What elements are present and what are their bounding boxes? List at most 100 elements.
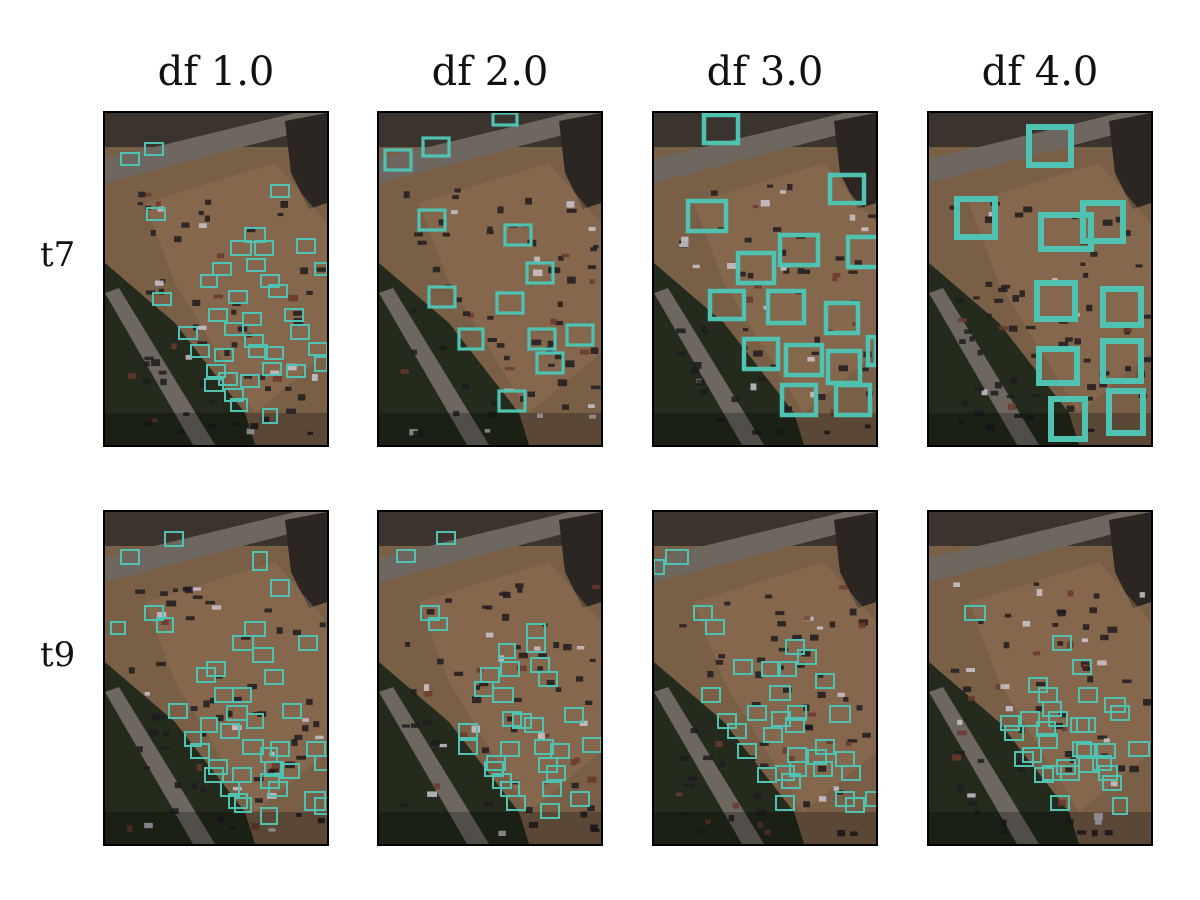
parked-car	[1104, 830, 1113, 836]
detection-box	[230, 240, 252, 256]
parked-car	[1122, 679, 1132, 684]
parked-car	[491, 400, 497, 406]
detection-box	[865, 791, 876, 807]
parked-car	[296, 755, 306, 760]
parked-car	[1093, 593, 1100, 599]
parked-car	[1074, 338, 1081, 345]
parked-car	[755, 671, 763, 679]
detection-box	[498, 643, 516, 659]
parked-car	[150, 230, 156, 236]
parked-car	[244, 375, 253, 379]
parked-car	[562, 404, 569, 410]
parked-car	[439, 346, 447, 351]
detection-box	[524, 717, 544, 733]
detection-box	[527, 327, 557, 351]
parked-car	[1084, 428, 1095, 432]
parked-car	[835, 256, 845, 261]
parked-car	[690, 367, 700, 374]
parked-car	[854, 260, 862, 265]
parked-car	[138, 191, 146, 198]
parked-car	[681, 236, 689, 244]
parked-car	[688, 776, 698, 781]
parked-car	[978, 620, 984, 625]
parked-car	[538, 653, 547, 658]
parked-car	[838, 365, 848, 372]
parked-car	[454, 188, 461, 193]
parked-car	[1061, 725, 1067, 732]
panel-t9-df1	[103, 510, 329, 846]
parked-car	[204, 215, 210, 222]
parked-car	[728, 815, 735, 822]
parked-car	[413, 430, 423, 437]
parked-car	[585, 700, 593, 705]
parked-car	[192, 595, 203, 599]
parked-car	[1058, 341, 1069, 348]
parked-car	[966, 668, 975, 672]
parked-car	[293, 311, 303, 316]
parked-car	[217, 816, 225, 823]
detection-box	[1050, 795, 1070, 811]
parked-car	[555, 687, 562, 692]
parked-car	[754, 283, 762, 289]
parked-car	[156, 661, 166, 667]
building-block	[559, 512, 601, 608]
detection-box	[765, 288, 807, 326]
parked-car	[981, 389, 988, 396]
parked-car	[590, 824, 598, 831]
parked-car	[807, 356, 815, 362]
parked-car	[780, 190, 786, 194]
parked-car	[307, 431, 314, 435]
parked-car	[816, 394, 826, 400]
parked-car	[864, 424, 871, 429]
parked-car	[953, 582, 961, 587]
parked-car	[1022, 621, 1031, 627]
parked-car	[488, 411, 497, 418]
parked-car	[174, 236, 182, 243]
parked-car	[294, 734, 303, 740]
aerial-image	[379, 512, 601, 844]
parked-car	[589, 658, 596, 662]
detection-box	[436, 531, 456, 545]
parked-car	[998, 830, 1007, 835]
parked-car	[589, 414, 597, 419]
aerial-image	[379, 113, 601, 445]
parked-car	[760, 200, 770, 207]
parked-car	[400, 802, 409, 807]
upper-road	[929, 113, 1151, 183]
parked-car	[267, 769, 275, 774]
detection-box	[270, 184, 290, 198]
detection-box	[146, 207, 166, 221]
parked-car	[1065, 337, 1073, 342]
detection-box	[156, 617, 174, 633]
parked-car	[1033, 394, 1042, 397]
parked-car	[1036, 589, 1043, 596]
parked-car	[1005, 706, 1013, 712]
parked-car	[718, 654, 726, 659]
detection-box	[1048, 396, 1088, 442]
detection-box	[785, 639, 805, 655]
parked-car	[231, 725, 242, 730]
parked-car	[1010, 377, 1018, 385]
aerial-image	[105, 512, 327, 844]
detection-box	[763, 727, 783, 743]
parked-car	[411, 349, 417, 355]
parked-car	[401, 724, 410, 728]
detection-box	[761, 661, 781, 677]
parked-car	[557, 379, 568, 387]
shadow-band	[654, 413, 876, 445]
parked-car	[277, 212, 284, 217]
parked-car	[166, 600, 177, 607]
detection-box	[797, 649, 817, 665]
parked-car	[507, 716, 514, 722]
detection-box	[252, 647, 274, 663]
parked-car	[580, 811, 588, 818]
detection-box	[526, 637, 546, 653]
parked-car	[1095, 818, 1102, 825]
parked-car	[198, 223, 207, 228]
detection-box	[1038, 733, 1058, 749]
parked-car	[542, 733, 550, 738]
detection-box	[769, 685, 791, 701]
parked-car	[270, 768, 279, 772]
parked-car	[783, 406, 793, 411]
detection-box	[546, 765, 566, 781]
